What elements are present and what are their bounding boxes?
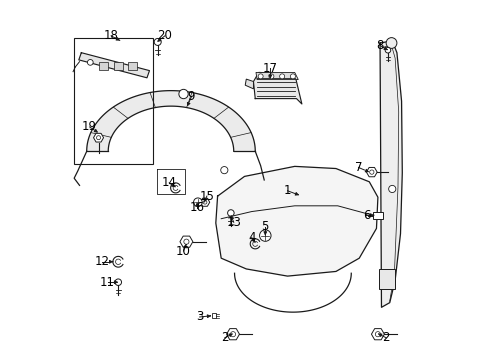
Text: 5: 5: [261, 220, 268, 233]
Polygon shape: [371, 329, 384, 340]
Circle shape: [290, 74, 295, 79]
Circle shape: [279, 74, 284, 79]
Circle shape: [87, 59, 93, 65]
Circle shape: [179, 89, 188, 99]
Circle shape: [115, 279, 122, 285]
Bar: [74, 39, 153, 164]
Polygon shape: [226, 329, 239, 340]
Bar: [372, 212, 382, 219]
Circle shape: [203, 201, 206, 204]
Text: 10: 10: [176, 244, 191, 257]
Circle shape: [258, 74, 263, 79]
Polygon shape: [215, 166, 377, 276]
Polygon shape: [253, 72, 301, 104]
Circle shape: [227, 210, 234, 216]
Circle shape: [388, 185, 395, 193]
Bar: [378, 269, 394, 289]
Polygon shape: [99, 62, 108, 69]
Circle shape: [230, 332, 235, 337]
Text: 12: 12: [95, 255, 109, 268]
Circle shape: [183, 239, 188, 244]
Polygon shape: [79, 53, 149, 78]
Circle shape: [193, 198, 202, 207]
Circle shape: [385, 48, 390, 53]
Bar: [211, 313, 216, 318]
Circle shape: [375, 332, 380, 337]
Polygon shape: [244, 79, 253, 89]
Circle shape: [268, 74, 273, 79]
Text: 9: 9: [187, 90, 195, 103]
Text: 11: 11: [100, 276, 115, 289]
Polygon shape: [113, 62, 122, 69]
Text: 13: 13: [226, 216, 241, 229]
Text: 19: 19: [82, 121, 97, 134]
Text: 14: 14: [162, 176, 176, 189]
Text: 3: 3: [196, 310, 203, 324]
Polygon shape: [93, 133, 103, 142]
Polygon shape: [200, 198, 209, 206]
Polygon shape: [180, 236, 192, 247]
Polygon shape: [255, 72, 298, 80]
Text: 16: 16: [189, 202, 204, 215]
Text: 18: 18: [103, 29, 118, 42]
Text: 20: 20: [157, 29, 172, 42]
Circle shape: [386, 38, 396, 48]
Circle shape: [96, 136, 101, 140]
Polygon shape: [128, 62, 137, 69]
Circle shape: [154, 39, 161, 45]
Polygon shape: [366, 167, 376, 177]
Text: 15: 15: [199, 190, 214, 203]
Circle shape: [220, 167, 227, 174]
Text: 1: 1: [283, 184, 291, 197]
Circle shape: [259, 230, 270, 241]
Text: 4: 4: [247, 231, 255, 244]
Text: 7: 7: [354, 161, 362, 174]
Text: 8: 8: [376, 39, 383, 52]
Circle shape: [369, 170, 373, 174]
Text: 6: 6: [362, 209, 369, 222]
Text: 17: 17: [262, 62, 277, 75]
Polygon shape: [379, 41, 402, 307]
Polygon shape: [86, 91, 255, 151]
Text: 2: 2: [382, 331, 389, 344]
Text: 2: 2: [221, 331, 228, 344]
